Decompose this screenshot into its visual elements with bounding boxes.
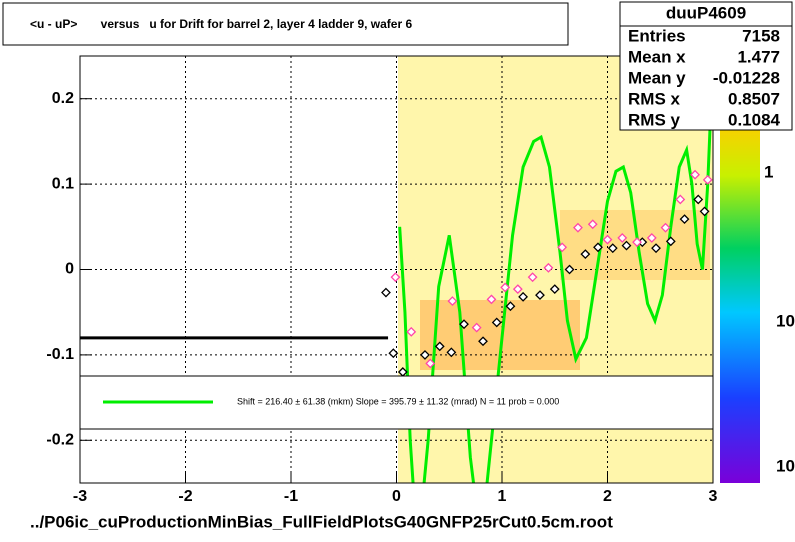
data-point	[390, 272, 401, 283]
x-tick-label: 1	[498, 488, 507, 505]
data-point	[381, 287, 391, 298]
stats-label: Mean x	[628, 47, 686, 66]
data-point	[549, 284, 560, 295]
data-point	[675, 194, 686, 205]
data-point	[512, 284, 523, 295]
stats-label: Mean y	[628, 68, 686, 87]
data-point	[702, 174, 713, 185]
data-point	[446, 347, 457, 358]
stats-value: -0.01228	[713, 68, 780, 87]
stats-rows: Entries 7158 Mean x 1.477 Mean y -0.01228 RMS …	[628, 26, 781, 129]
data-point	[543, 262, 554, 273]
x-tick-label: 0	[392, 488, 401, 505]
data-point	[679, 214, 690, 225]
x-tick-label: 3	[709, 488, 718, 505]
data-point	[587, 219, 598, 230]
data-point	[651, 243, 661, 254]
y-tick-label: 0.2	[52, 90, 74, 107]
stats-value: 7158	[742, 26, 780, 45]
data-point	[406, 326, 417, 337]
data-point	[607, 243, 618, 254]
data-point	[593, 242, 603, 253]
data-point	[500, 282, 511, 293]
data-point	[665, 236, 676, 247]
x-tick-label: -3	[73, 488, 87, 505]
y-tick-label: 0	[65, 261, 74, 278]
data-point	[617, 232, 628, 243]
data-point	[459, 319, 469, 330]
stats-box	[619, 1, 793, 131]
data-point	[535, 290, 545, 301]
y-tick-label: 0.1	[52, 175, 74, 192]
data-point	[527, 272, 538, 283]
data-point	[447, 296, 458, 307]
data-point	[646, 232, 657, 243]
data-point	[518, 291, 529, 302]
data-point	[564, 264, 575, 275]
file-label: ../P06ic_cuProductionMinBias_FullFieldPl…	[30, 512, 613, 531]
color-scale-label: 10	[776, 311, 795, 330]
color-scale-label: 10	[776, 456, 795, 475]
stats-value: 0.1084	[728, 110, 781, 129]
x-tick-label: -2	[178, 488, 192, 505]
legend-text: Shift = 216.40 ± 61.38 (mkm) Slope = 395…	[237, 396, 559, 406]
data-point	[478, 336, 488, 347]
data-point	[434, 341, 445, 352]
stats-label: RMS x	[628, 89, 681, 108]
data-point	[425, 358, 436, 369]
data-point	[505, 301, 516, 312]
plot	[80, 56, 713, 483]
stats-name: duuP4609	[666, 3, 746, 22]
y-tick-label: -0.1	[46, 346, 74, 363]
data-point	[573, 222, 583, 233]
x-tick-label: 2	[603, 488, 612, 505]
data-point	[486, 294, 497, 305]
data-point	[690, 169, 700, 180]
stats-label: Entries	[628, 26, 686, 45]
color-scale-label: 1	[764, 162, 773, 181]
plot-frame	[79, 55, 714, 484]
data-point	[660, 222, 671, 233]
title-box	[2, 2, 569, 46]
x-tick-label: -1	[284, 488, 298, 505]
chart-title: <u - uP> versus u for Drift for barrel 2…	[30, 17, 412, 31]
data-point	[580, 249, 591, 260]
stats-value: 1.477	[737, 47, 780, 66]
data-point	[621, 240, 632, 251]
y-tick-label: -0.2	[46, 432, 74, 449]
data-point	[491, 317, 502, 328]
data-point	[632, 237, 642, 248]
data-point	[557, 242, 568, 253]
data-point	[602, 234, 613, 245]
data-point	[420, 349, 430, 360]
series-line	[398, 56, 713, 483]
data-point	[388, 348, 399, 359]
data-point	[471, 322, 482, 333]
stats-value: 0.8507	[728, 89, 780, 108]
stats-label: RMS y	[628, 110, 681, 129]
data-point	[693, 194, 704, 205]
data-point	[699, 206, 710, 217]
